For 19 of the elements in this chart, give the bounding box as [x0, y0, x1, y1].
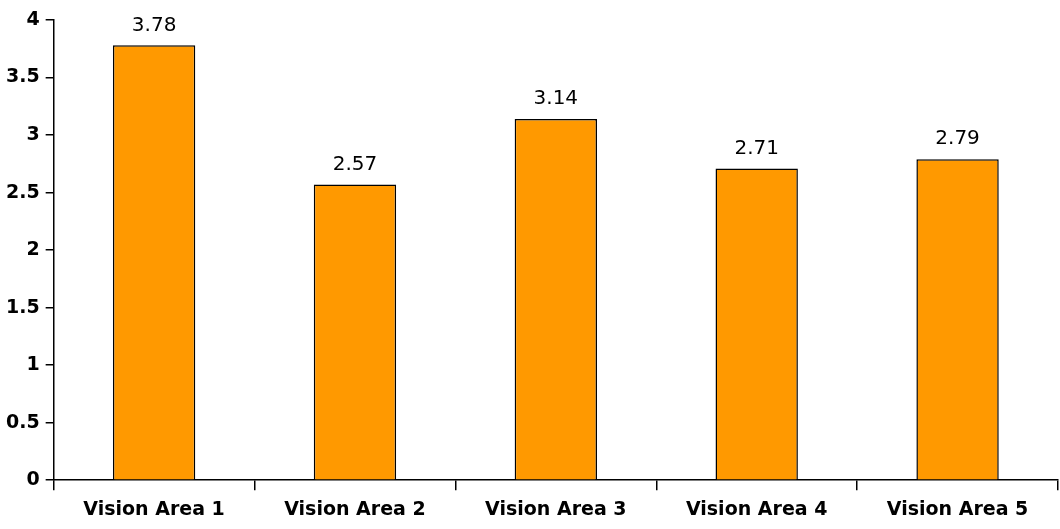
data-label: 2.79: [935, 125, 980, 150]
data-label: 2.71: [734, 134, 779, 159]
y-tick-label: 2: [26, 237, 40, 260]
data-label: 3.14: [533, 85, 579, 110]
y-tick-label: 0: [26, 467, 40, 490]
y-tick-label: 3: [26, 121, 40, 144]
x-tick-label: Vision Area 3: [485, 496, 627, 519]
x-tick-label: Vision Area 2: [284, 496, 426, 519]
x-tick-label: Vision Area 1: [83, 496, 225, 519]
data-label: 3.78: [131, 11, 177, 36]
data-label: 2.57: [332, 150, 378, 175]
x-tick-label: Vision Area 4: [685, 496, 828, 519]
y-tick-label: 0.5: [5, 409, 40, 432]
x-tick-label: Vision Area 5: [886, 496, 1029, 519]
y-tick-label: 2.5: [5, 179, 40, 202]
y-tick-label: 1.5: [5, 294, 40, 317]
y-tick-label: 4: [26, 6, 40, 29]
y-tick-label: 3.5: [5, 64, 40, 87]
y-tick-label: 1: [26, 352, 40, 375]
